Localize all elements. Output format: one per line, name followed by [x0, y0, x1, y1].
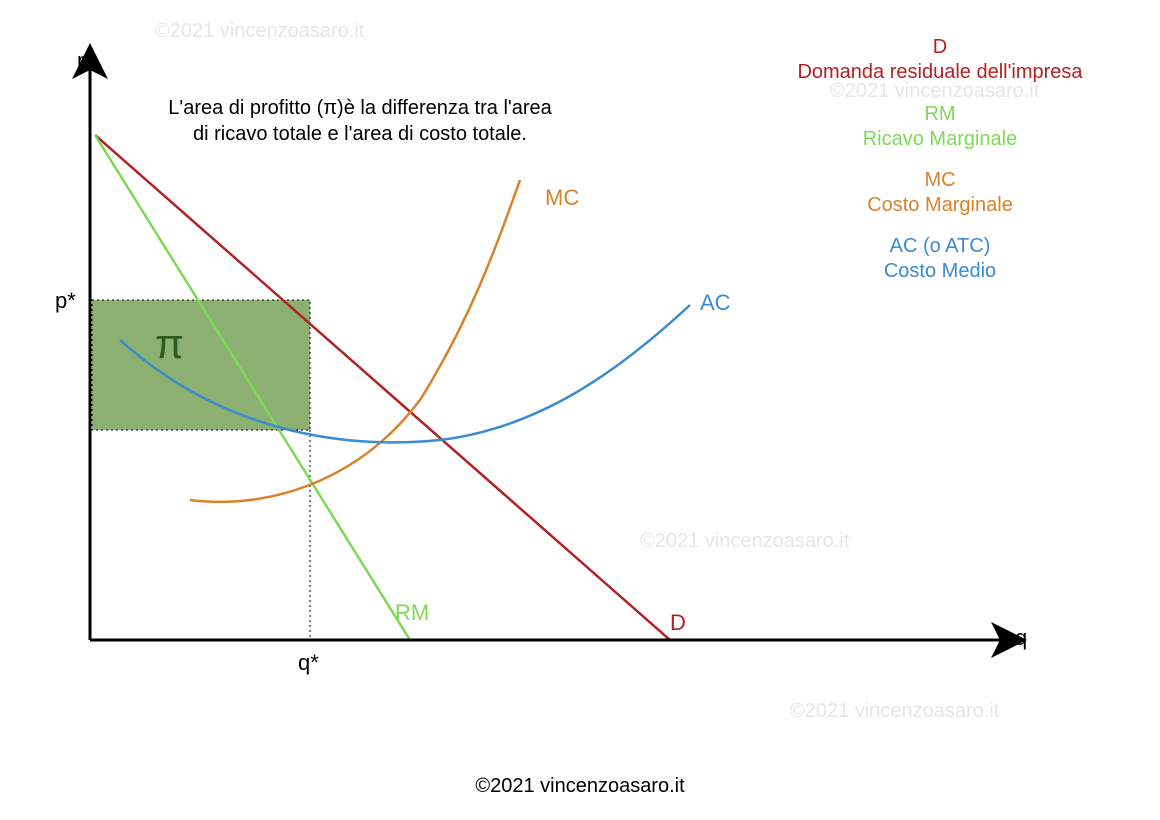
profit-area — [92, 300, 310, 430]
p-star-label: p* — [55, 288, 76, 314]
mc-label: MC — [545, 185, 579, 211]
d-label: D — [670, 610, 686, 636]
footer-credit: ©2021 vincenzoasaro.it — [0, 775, 1160, 798]
q-star-label: q* — [298, 650, 319, 676]
chart-container: { "chart": { "type": "economics-diagram"… — [0, 0, 1160, 820]
x-axis-label: q — [1015, 625, 1027, 651]
pi-symbol: π — [155, 320, 184, 368]
ac-label: AC — [700, 290, 731, 316]
chart-svg — [0, 0, 1160, 820]
y-axis-label: p — [77, 48, 89, 74]
rm-label: RM — [395, 600, 429, 626]
